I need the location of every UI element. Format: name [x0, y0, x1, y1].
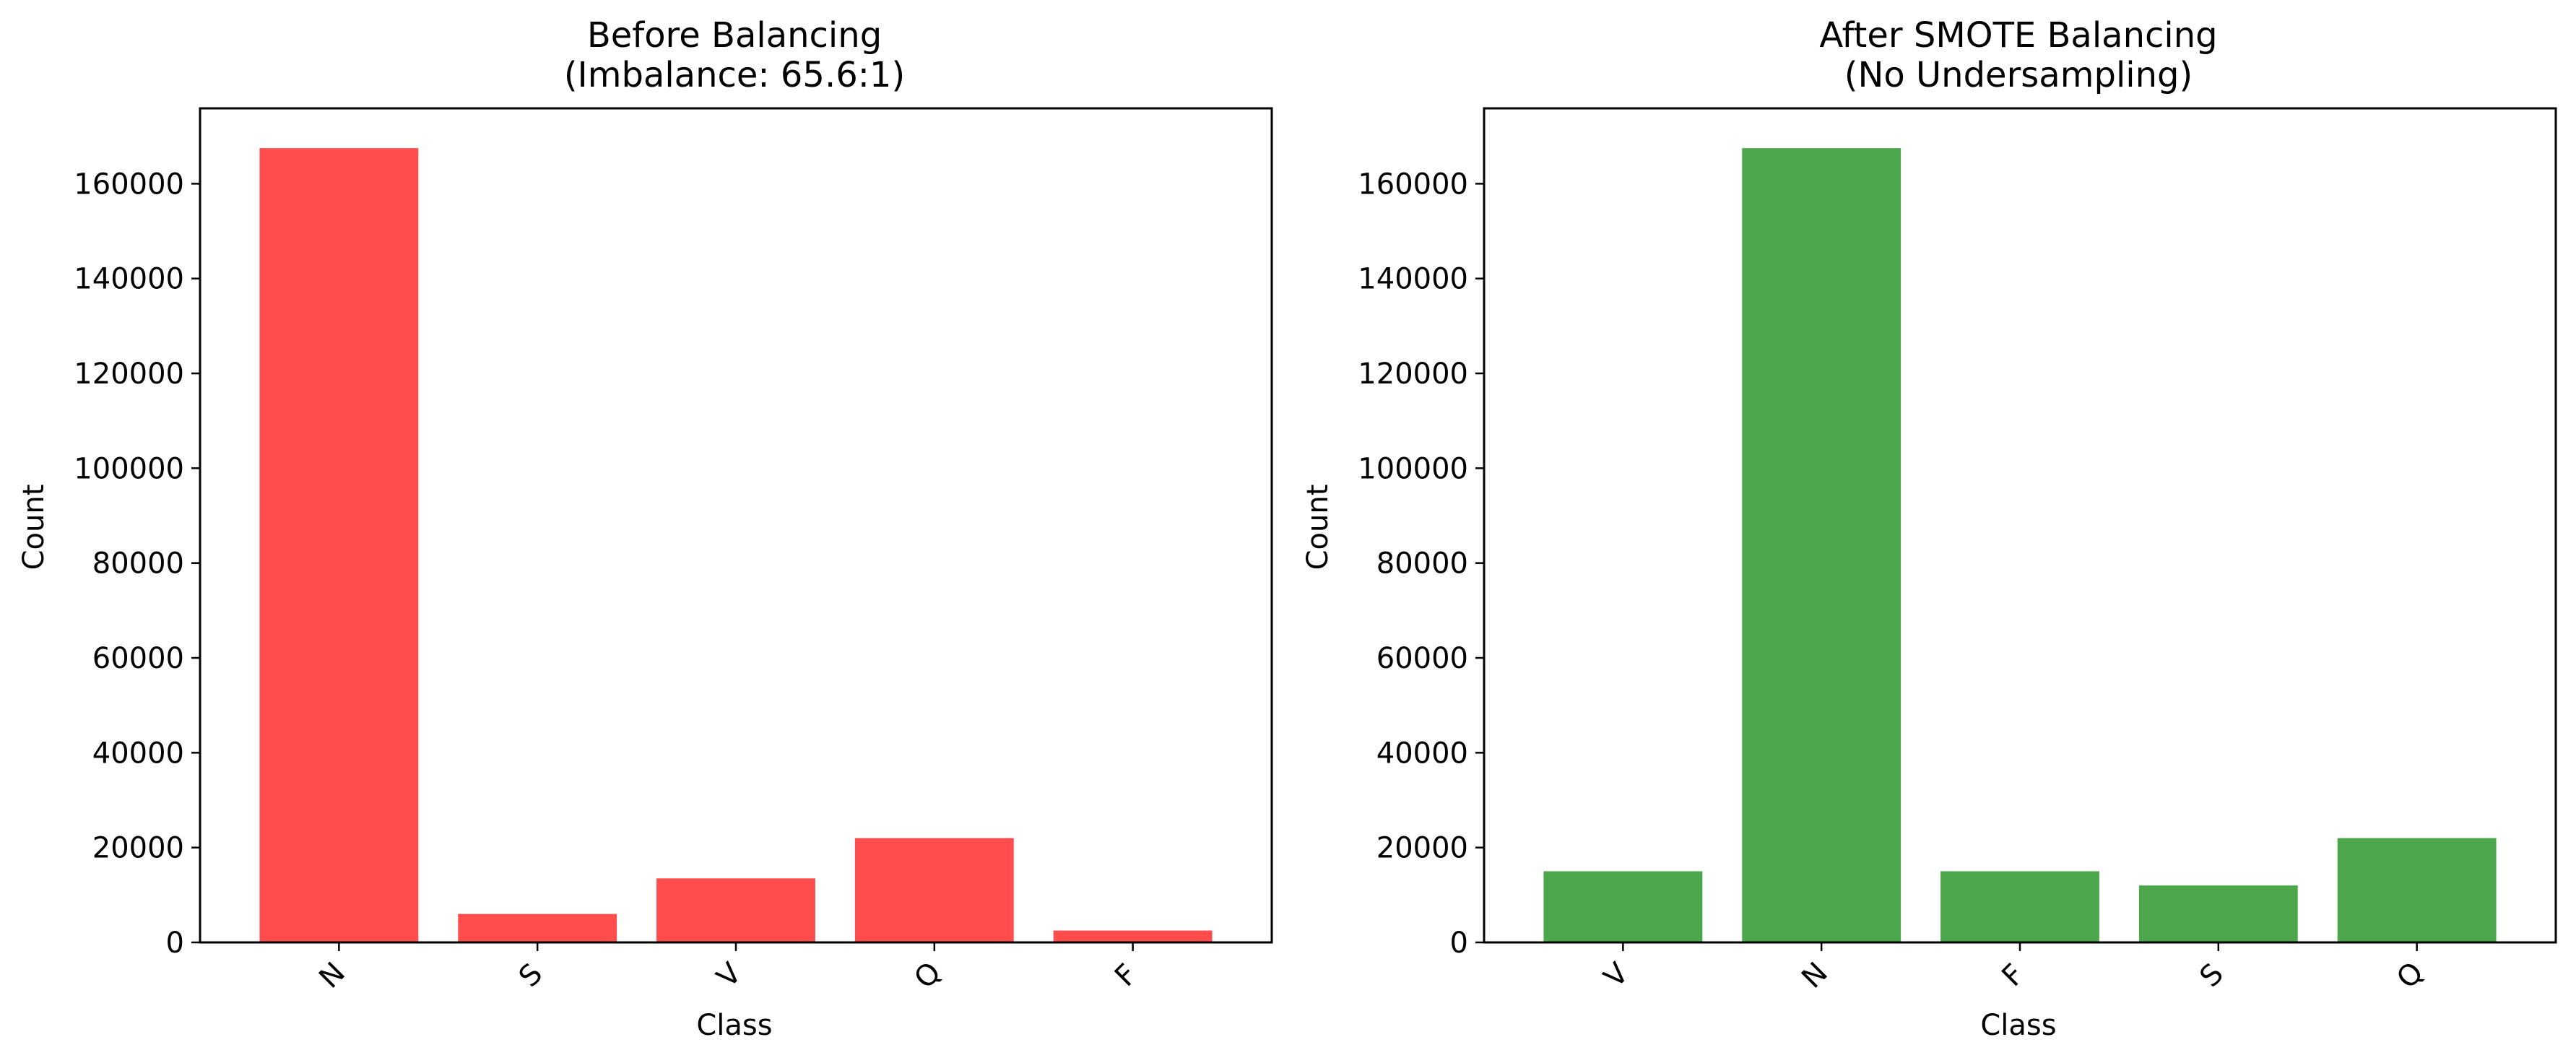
- bars-group: [1543, 148, 2497, 942]
- y-axis-ticks: 0 20000 40000 60000 80000 100000 120000 140000 1…: [1358, 168, 1484, 960]
- chart-title-line-2: (No Undersampling): [1844, 55, 2193, 95]
- y-tick-label: 0: [1450, 927, 1468, 960]
- y-tick-label: 100000: [1358, 452, 1468, 485]
- y-tick-label: 40000: [1376, 737, 1468, 770]
- y-tick-label: 140000: [74, 263, 184, 296]
- y-axis-label: Count: [1301, 485, 1335, 570]
- y-tick-label: 40000: [92, 737, 184, 770]
- y-tick-label: 20000: [92, 832, 184, 865]
- y-tick-label: 60000: [92, 642, 184, 675]
- y-tick-label: 140000: [1358, 263, 1468, 296]
- plot-frame: [199, 107, 1273, 944]
- bar-S: [2138, 885, 2298, 942]
- y-tick-label: 20000: [1376, 832, 1468, 865]
- y-tick-label: 80000: [1376, 547, 1468, 581]
- bar-N: [259, 148, 419, 942]
- bar-V: [656, 878, 815, 942]
- bar-V: [1543, 871, 1703, 942]
- plot-frame: [1483, 107, 2557, 944]
- chart-title-line-1: After SMOTE Balancing: [1819, 15, 2217, 56]
- bar-F: [1940, 871, 2099, 942]
- chart-title-line-2: (Imbalance: 65.6:1): [564, 55, 905, 95]
- bar-F: [1053, 930, 1213, 942]
- bar-S: [458, 914, 617, 942]
- bar-N: [1742, 148, 1901, 942]
- bar-Q: [2337, 838, 2497, 942]
- x-axis-label: Class: [1980, 1009, 2056, 1042]
- y-tick-label: 80000: [92, 547, 184, 581]
- y-tick-label: 160000: [1358, 168, 1468, 201]
- y-tick-label: 120000: [74, 357, 184, 391]
- y-tick-label: 0: [166, 927, 184, 960]
- y-tick-label: 60000: [1376, 642, 1468, 675]
- chart-after-smote-balancing: After SMOTE Balancing (No Undersampling)…: [1301, 15, 2557, 1042]
- x-axis-label: Class: [696, 1009, 772, 1042]
- y-tick-label: 160000: [74, 168, 184, 201]
- bars-group: [259, 148, 1213, 942]
- y-axis-label: Count: [17, 485, 51, 570]
- bar-Q: [854, 838, 1014, 942]
- y-tick-label: 120000: [1358, 357, 1468, 391]
- chart-title-line-1: Before Balancing: [587, 15, 882, 56]
- y-axis-ticks: 0 20000 40000 60000 80000 100000 120000 140000 1…: [74, 168, 200, 960]
- y-tick-label: 100000: [74, 452, 184, 485]
